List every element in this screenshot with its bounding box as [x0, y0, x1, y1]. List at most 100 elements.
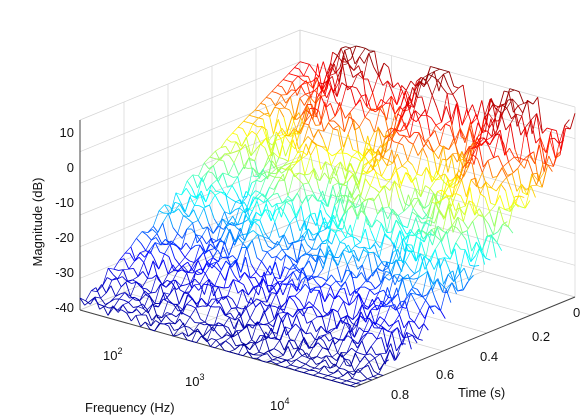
surface-segment	[145, 294, 151, 298]
surface-segment	[397, 113, 403, 118]
surface-segment	[348, 290, 356, 306]
surface-segment	[396, 343, 402, 352]
surface-segment	[252, 123, 258, 128]
surface-segment	[386, 149, 393, 166]
surface-segment	[268, 348, 275, 352]
x-axis-label: Frequency (Hz)	[85, 400, 175, 415]
surface-segment	[394, 230, 401, 249]
surface-segment	[437, 73, 444, 81]
surface-segment	[275, 206, 281, 211]
surface-segment	[96, 284, 102, 292]
surface-segment	[386, 162, 393, 167]
surface-segment	[342, 180, 349, 186]
surface-segment	[183, 292, 189, 295]
surface-segment	[246, 207, 253, 212]
surface-segment	[249, 341, 255, 351]
surface-segment	[315, 96, 322, 118]
surface-segment	[288, 128, 295, 136]
surface-segment	[175, 244, 181, 251]
surface-segment	[227, 222, 234, 226]
surface-segment	[434, 249, 441, 269]
surface-segment	[472, 154, 478, 160]
surface-segment	[446, 231, 452, 255]
surface-segment	[426, 229, 432, 236]
surface-segment	[500, 177, 507, 185]
surface-segment	[207, 226, 213, 244]
surface-segment	[396, 327, 403, 346]
surface-segment	[378, 193, 384, 209]
surface-segment	[112, 305, 118, 311]
surface-segment	[338, 295, 344, 302]
surface-segment	[346, 315, 353, 324]
surface-segment	[203, 279, 210, 285]
surface-segment	[155, 237, 162, 246]
surface-segment	[290, 323, 296, 330]
surface-segment	[242, 289, 249, 296]
surface-segment	[198, 284, 204, 291]
surface-segment	[316, 199, 322, 203]
surface-segment	[219, 344, 225, 351]
surface-segment	[391, 91, 398, 105]
surface-segment	[319, 286, 326, 302]
surface-segment	[245, 136, 252, 157]
surface-segment	[475, 241, 482, 253]
surface-segment	[354, 286, 361, 291]
surface-segment	[305, 275, 312, 294]
surface-segment	[107, 305, 114, 316]
surface-segment	[265, 91, 273, 98]
surface-segment	[278, 180, 285, 182]
surface-segment	[346, 378, 353, 382]
surface-segment	[345, 111, 351, 119]
surface-segment	[247, 210, 253, 221]
surface-segment	[377, 126, 384, 148]
surface-segment	[207, 257, 214, 262]
surface-segment	[321, 315, 327, 333]
surface-segment	[258, 113, 265, 119]
surface-segment	[274, 167, 281, 178]
surface-segment	[429, 179, 436, 189]
surface-segment	[444, 257, 451, 260]
surface-segment	[412, 231, 418, 252]
surface-segment	[279, 254, 287, 279]
surface-segment	[322, 61, 329, 79]
surface-segment	[439, 123, 446, 146]
surface-segment	[327, 75, 333, 81]
surface-segment	[537, 173, 543, 188]
surface-segment	[149, 250, 155, 259]
surface-segment	[279, 266, 286, 279]
surface-segment	[478, 137, 485, 145]
surface-segment	[267, 194, 274, 200]
surface-segment	[361, 210, 367, 217]
surface-segment	[497, 155, 504, 167]
surface-segment	[324, 218, 332, 230]
surface-segment	[381, 176, 387, 181]
surface-segment	[376, 305, 381, 307]
surface-segment	[118, 292, 126, 300]
surface-segment	[317, 63, 323, 92]
surface-segment	[184, 291, 190, 293]
surface-segment	[324, 229, 332, 258]
surface-segment	[436, 279, 442, 285]
surface-segment	[321, 146, 328, 153]
surface-segment	[536, 113, 543, 134]
surface-segment	[410, 110, 416, 117]
surface-segment	[261, 126, 268, 131]
surface-segment	[285, 143, 291, 157]
surface-segment	[318, 336, 324, 342]
surface-segment	[113, 268, 119, 271]
surface-segment	[177, 215, 184, 234]
surface-segment	[355, 45, 361, 48]
surface-segment	[364, 286, 370, 291]
surface-segment	[146, 303, 154, 310]
surface-segment	[179, 257, 186, 265]
surface-segment	[462, 162, 468, 169]
surface-segment	[210, 263, 216, 268]
surface-segment	[429, 202, 436, 221]
surface-segment	[304, 108, 311, 123]
surface-segment	[210, 339, 217, 347]
surface-segment	[246, 240, 253, 248]
surface-segment	[354, 315, 361, 338]
surface-segment	[355, 286, 361, 294]
surface-segment	[397, 277, 403, 295]
surface-segment	[305, 92, 311, 95]
